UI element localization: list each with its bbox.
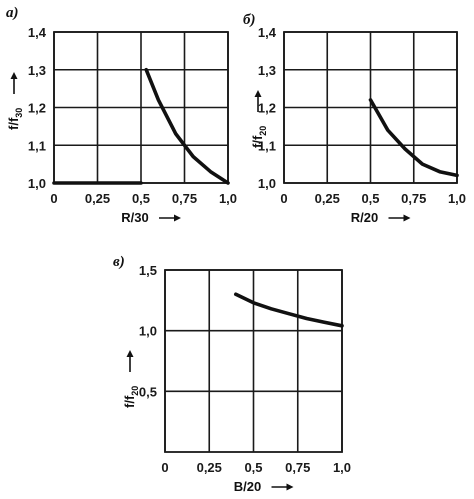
y-axis-label: f/f20 [250,126,268,148]
plot-frame [283,31,458,184]
y-axis-arrow-head [126,350,134,357]
y-tick-label: 0,5 [139,384,157,399]
y-tick-label: 1,0 [28,176,46,191]
x-tick-label: 0,75 [285,460,310,475]
chart-panel-c: 0 0,25 0,5 0,75 1,0 0,5 1,0 1,5 B/20 f/f20 в) [113,254,351,494]
x-axis-arrow-head [286,483,294,491]
series-line [368,98,459,178]
y-axis-label-subscript: 20 [258,126,268,136]
x-axis-label: B/20 [234,479,261,494]
y-tick-label: 1,2 [28,101,46,116]
x-tick-label: 0,25 [197,460,222,475]
y-tick-label: 1,2 [258,101,276,116]
x-tick-label: 1,0 [333,460,351,475]
panel-label: б) [243,12,255,28]
x-tick-label: 0,5 [132,191,150,206]
y-tick-label: 1,0 [258,176,276,191]
y-axis-label-group: f/f30 [6,108,24,130]
x-axis-label: R/20 [351,210,378,225]
x-tick-label: 1,0 [448,191,466,206]
y-axis-label-main: f/f [250,135,265,148]
y-tick-label: 1,5 [139,263,157,278]
series-line [144,67,230,185]
series-line [234,292,344,328]
y-tick-label: 1,4 [28,25,47,40]
x-axis-arrow-head [174,214,181,222]
y-axis-label-subscript: 20 [130,386,140,396]
y-tick-label: 1,3 [258,63,276,78]
y-tick-label: 1,4 [258,25,277,40]
x-tick-label: 0,25 [85,191,110,206]
y-axis-label: f/f20 [122,386,140,408]
y-axis-label-main: f/f [122,395,137,408]
x-tick-label: 0 [280,191,287,206]
x-axis-label: R/30 [121,210,148,225]
plot-frame [164,269,343,453]
x-tick-label: 0,5 [244,460,262,475]
y-axis-arrow-head [254,90,262,97]
y-axis-label-subscript: 30 [14,108,24,118]
x-tick-label: 0,75 [172,191,197,206]
x-tick-label: 0 [161,460,168,475]
x-tick-label: 0 [50,191,57,206]
x-axis-arrow-head [403,214,411,222]
y-tick-label: 1,1 [28,138,46,153]
chart-panel-a: 0 0,25 0,5 0,75 1,0 1,0 1,1 1,2 1,3 1,4 R/30 f/f30 а… [6,5,237,225]
x-tick-label: 1,0 [219,191,237,206]
y-axis-arrow-head [10,72,18,79]
y-axis-label: f/f30 [6,108,24,130]
y-axis-label-group: f/f20 [250,126,268,148]
x-tick-label: 0,75 [401,191,426,206]
y-tick-label: 1,0 [139,324,157,339]
y-axis-label-group: f/f20 [122,386,140,408]
y-axis-label-main: f/f [6,117,21,130]
x-tick-label: 0,5 [361,191,379,206]
panel-label: в) [113,254,125,270]
y-tick-label: 1,3 [28,63,46,78]
y-tick-label: 1,1 [258,138,276,153]
panel-label: а) [6,5,19,21]
chart-panel-b: 0 0,25 0,5 0,75 1,0 1,0 1,1 1,2 1,3 1,4 R/20 f/f20 б… [243,12,466,225]
x-tick-label: 0,25 [315,191,340,206]
